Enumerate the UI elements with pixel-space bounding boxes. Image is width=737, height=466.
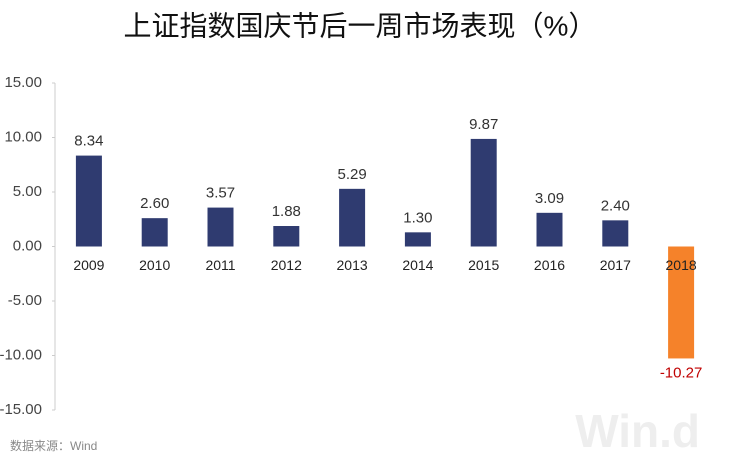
x-tick-label: 2014 (402, 257, 433, 273)
y-tick-label: 10.00 (4, 128, 42, 145)
y-tick-label: 0.00 (13, 237, 42, 254)
bar (668, 246, 695, 359)
x-tick-label: 2011 (205, 257, 235, 273)
data-label: 2.40 (601, 197, 630, 214)
x-tick-label: 2010 (139, 257, 170, 273)
data-label: 1.30 (403, 209, 432, 226)
bar (602, 220, 629, 247)
bar (339, 188, 366, 247)
watermark: Win.d (575, 405, 700, 457)
bar (404, 232, 431, 247)
data-label: -10.27 (660, 364, 703, 381)
x-tick-label: 2012 (271, 257, 302, 273)
bar (536, 212, 563, 247)
data-label: 2.60 (140, 195, 169, 212)
bar (75, 155, 102, 247)
data-label: 3.09 (535, 190, 564, 207)
data-label: 3.57 (206, 185, 235, 202)
x-tick-label: 2017 (600, 257, 631, 273)
bar (273, 226, 300, 247)
y-tick-label: -10.00 (0, 346, 42, 363)
y-tick-label: 15.00 (4, 74, 42, 91)
bar (207, 207, 234, 247)
y-tick-label: -5.00 (8, 292, 42, 309)
x-tick-label: 2016 (534, 257, 565, 273)
data-label: 5.29 (337, 166, 366, 183)
x-tick-label: 2013 (337, 257, 368, 273)
chart-title: 上证指数国庆节后一周市场表现（%） (124, 10, 597, 41)
bar (470, 138, 497, 247)
x-tick-label: 2009 (73, 257, 104, 273)
y-tick-label: 5.00 (13, 183, 42, 200)
x-tick-label: 2018 (666, 257, 697, 273)
data-label: 9.87 (469, 116, 498, 133)
x-tick-label: 2015 (468, 257, 499, 273)
bar (141, 218, 168, 247)
source-note: 数据来源：Wind (10, 438, 97, 453)
data-label: 1.88 (272, 203, 301, 220)
data-label: 8.34 (74, 133, 103, 150)
y-tick-label: -15.00 (0, 401, 42, 418)
